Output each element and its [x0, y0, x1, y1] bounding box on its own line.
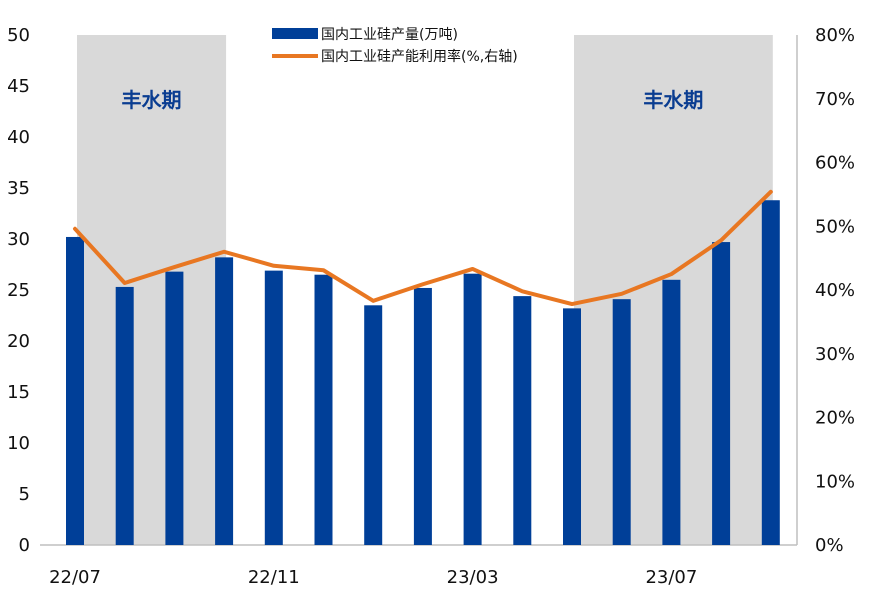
left-tick-label: 30 [7, 229, 30, 250]
left-tick-label: 50 [7, 25, 30, 46]
x-tick-label: 22/11 [248, 567, 300, 588]
x-tick-label: 23/07 [645, 567, 697, 588]
x-tick-label: 22/07 [49, 567, 101, 588]
left-tick-label: 20 [7, 331, 30, 352]
bar-22/10 [215, 257, 234, 545]
left-tick-label: 5 [19, 484, 30, 505]
bar-23/06 [612, 299, 631, 545]
bar-23/04 [513, 296, 532, 545]
left-tick-label: 15 [7, 382, 30, 403]
right-tick-label: 50% [815, 216, 855, 237]
right-tick-label: 10% [815, 471, 855, 492]
bar-23/07 [662, 279, 681, 545]
right-tick-label: 80% [815, 25, 855, 46]
bar-22/07 [66, 236, 84, 545]
right-tick-label: 0% [815, 535, 844, 556]
right-tick-label: 30% [815, 344, 855, 365]
legend-bar-label: 国内工业硅产量(万吨) [321, 27, 458, 43]
bar-22/08 [115, 286, 134, 545]
left-tick-label: 45 [7, 76, 30, 97]
legend-bar-swatch [272, 28, 318, 39]
shaded-period-label: 丰水期 [122, 88, 182, 112]
bar-22/09 [165, 271, 184, 545]
bar-23/01 [364, 305, 383, 545]
bar-23/02 [413, 287, 432, 545]
left-tick-label: 35 [7, 178, 30, 199]
right-tick-label: 60% [815, 153, 855, 174]
right-tick-label: 40% [815, 280, 855, 301]
legend-line-label: 国内工业硅产能利用率(%,右轴) [321, 48, 518, 65]
left-tick-label: 0 [19, 535, 30, 556]
bar-23/05 [563, 308, 581, 545]
shaded-period-label: 丰水期 [643, 88, 703, 112]
right-tick-label: 20% [815, 408, 855, 429]
x-tick-label: 23/03 [447, 567, 499, 588]
bar-23/03 [463, 273, 482, 545]
bar-23/08 [712, 242, 731, 545]
left-tick-label: 40 [7, 127, 30, 148]
bar-22/11 [264, 270, 283, 545]
shaded-period-0 [77, 35, 227, 545]
bar-23/09 [761, 200, 780, 546]
left-tick-label: 25 [7, 280, 30, 301]
right-tick-label: 70% [815, 89, 855, 110]
left-tick-label: 10 [7, 433, 30, 454]
bar-22/12 [314, 274, 333, 545]
